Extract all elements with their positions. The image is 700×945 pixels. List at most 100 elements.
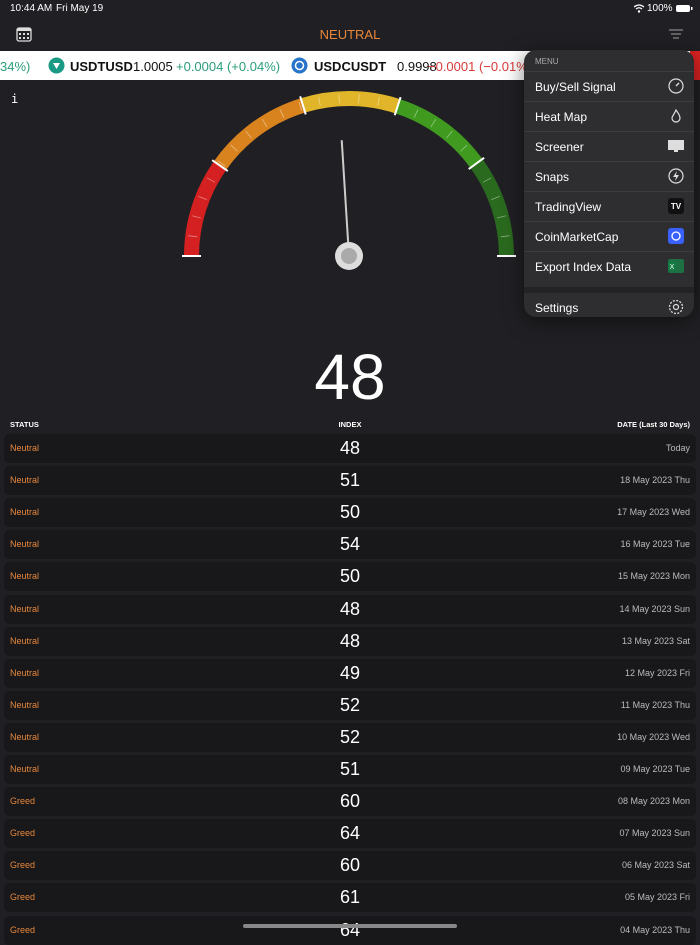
index-cell: 64 bbox=[339, 919, 361, 940]
date-cell: 05 May 2023 Fri bbox=[624, 892, 690, 903]
index-cell: 52 bbox=[339, 726, 361, 747]
date-cell: 04 May 2023 Thu bbox=[620, 924, 690, 935]
menu-item[interactable]: TradingView TV bbox=[524, 191, 694, 222]
filter-button[interactable] bbox=[668, 28, 684, 40]
gauge-tick bbox=[188, 235, 198, 238]
date-cell: Today bbox=[665, 443, 690, 453]
status-cell: Neutral bbox=[10, 507, 40, 518]
menu-item[interactable]: Screener bbox=[524, 131, 694, 162]
home-indicator bbox=[243, 924, 457, 928]
calendar-button[interactable] bbox=[16, 27, 32, 42]
menu-title: MENU bbox=[535, 57, 559, 66]
table-row: Neutral 48 Today bbox=[4, 434, 696, 463]
table-row: Neutral 51 09 May 2023 Tue bbox=[4, 755, 696, 784]
menu-item[interactable]: Heat Map bbox=[524, 101, 694, 132]
index-cell: 50 bbox=[339, 502, 361, 523]
svg-text:X: X bbox=[670, 264, 675, 271]
battery-text: 100% bbox=[647, 3, 673, 14]
index-cell: 54 bbox=[339, 534, 361, 555]
gauge-segment bbox=[395, 99, 483, 168]
gauge-value: 48 bbox=[314, 341, 386, 413]
date-cell: 10 May 2023 Wed bbox=[617, 731, 690, 742]
table-row: Neutral 52 10 May 2023 Wed bbox=[4, 722, 696, 752]
gauge-divider bbox=[299, 96, 307, 115]
gauge-tick bbox=[377, 96, 380, 106]
table-row: Neutral 51 18 May 2023 Thu bbox=[4, 466, 696, 496]
ticker-symbol: USDTUSD bbox=[70, 59, 133, 74]
menu-item-label: TradingView bbox=[535, 200, 602, 214]
date-cell: 18 May 2023 Thu bbox=[620, 475, 690, 486]
menu-icon bbox=[668, 168, 684, 184]
gauge bbox=[182, 91, 516, 270]
table-row: Neutral 48 13 May 2023 Sat bbox=[4, 626, 696, 656]
index-cell: 48 bbox=[339, 438, 361, 458]
ticker-fragment: 34%) bbox=[0, 59, 31, 74]
ticker-change: −0.0001 (−0.01%) bbox=[428, 59, 533, 74]
table-row: Greed 60 06 May 2023 Sat bbox=[4, 851, 696, 881]
menu-item[interactable]: Snaps bbox=[524, 161, 694, 192]
gauge-tick bbox=[206, 177, 216, 183]
menu-icon bbox=[668, 78, 684, 94]
status-cell: Neutral bbox=[10, 667, 40, 678]
status-cell: Neutral bbox=[10, 475, 40, 486]
date-cell: 14 May 2023 Sun bbox=[619, 603, 690, 614]
menu-item-label: Screener bbox=[535, 140, 584, 154]
status-icons bbox=[634, 4, 693, 13]
menu-icon bbox=[668, 299, 684, 315]
status-cell: Greed bbox=[10, 892, 36, 903]
gauge-tick bbox=[413, 109, 419, 118]
menu-icon bbox=[668, 228, 684, 244]
status-cell: Neutral bbox=[10, 539, 40, 550]
column-header: STATUS bbox=[10, 420, 39, 429]
gauge-tick bbox=[279, 109, 285, 118]
status-cell: Neutral bbox=[10, 635, 40, 646]
table-row: Greed 64 04 May 2023 Thu bbox=[4, 915, 696, 945]
header-title: NEUTRAL bbox=[319, 27, 381, 42]
date-cell: 12 May 2023 Fri bbox=[624, 667, 690, 678]
date-cell: 07 May 2023 Sun bbox=[619, 828, 690, 839]
menu-icon bbox=[671, 108, 681, 123]
gauge-tick bbox=[298, 101, 303, 111]
table-row: Neutral 48 14 May 2023 Sun bbox=[4, 594, 696, 624]
gauge-tick bbox=[217, 160, 226, 167]
table-row: Greed 61 05 May 2023 Fri bbox=[4, 883, 696, 913]
menu-item[interactable]: Export Index Data X bbox=[524, 251, 694, 282]
ticker-change: +0.0004 (+0.04%) bbox=[176, 59, 281, 74]
coin-icon bbox=[291, 57, 308, 74]
gauge-tick bbox=[191, 215, 201, 219]
date-cell: 16 May 2023 Tue bbox=[620, 539, 690, 550]
gauge-needle bbox=[340, 140, 350, 257]
menu-item[interactable]: CoinMarketCap bbox=[524, 221, 694, 252]
gauge-divider bbox=[211, 159, 229, 172]
gauge-tick bbox=[198, 195, 207, 201]
gauge-tick bbox=[500, 235, 510, 238]
table-row: Neutral 50 17 May 2023 Wed bbox=[4, 498, 696, 528]
status-cell: Neutral bbox=[10, 731, 40, 742]
gauge-tick bbox=[430, 119, 437, 128]
index-cell: 52 bbox=[339, 694, 361, 715]
dropdown-menu: MENU Buy/Sell Signal Heat Map Screener Snap… bbox=[524, 50, 694, 317]
index-cell: 49 bbox=[339, 662, 361, 683]
gauge-tick bbox=[482, 177, 492, 183]
gauge-hub-inner bbox=[341, 248, 357, 264]
table-row: Neutral 54 16 May 2023 Tue bbox=[4, 530, 696, 560]
gauge-segment bbox=[213, 98, 306, 170]
table-row: Neutral 52 11 May 2023 Thu bbox=[4, 690, 696, 720]
table-row: Neutral 50 15 May 2023 Mon bbox=[4, 562, 696, 592]
gauge-tick bbox=[261, 119, 268, 128]
table-row: Neutral 49 12 May 2023 Fri bbox=[4, 658, 696, 688]
menu-item[interactable]: Buy/Sell Signal bbox=[524, 71, 694, 102]
status-cell: Neutral bbox=[10, 571, 40, 582]
menu-item[interactable]: Settings bbox=[524, 287, 694, 317]
info-button[interactable]: i bbox=[11, 92, 19, 106]
gauge-segment bbox=[470, 159, 514, 256]
gauge-tick bbox=[491, 195, 500, 201]
status-cell: Neutral bbox=[10, 699, 40, 710]
menu-icon: TV bbox=[668, 198, 684, 214]
date-cell: 17 May 2023 Wed bbox=[617, 507, 690, 518]
gauge-tick bbox=[446, 130, 453, 139]
gauge-tick bbox=[230, 144, 238, 152]
gauge-segment bbox=[184, 161, 227, 256]
menu-icon bbox=[668, 140, 684, 152]
